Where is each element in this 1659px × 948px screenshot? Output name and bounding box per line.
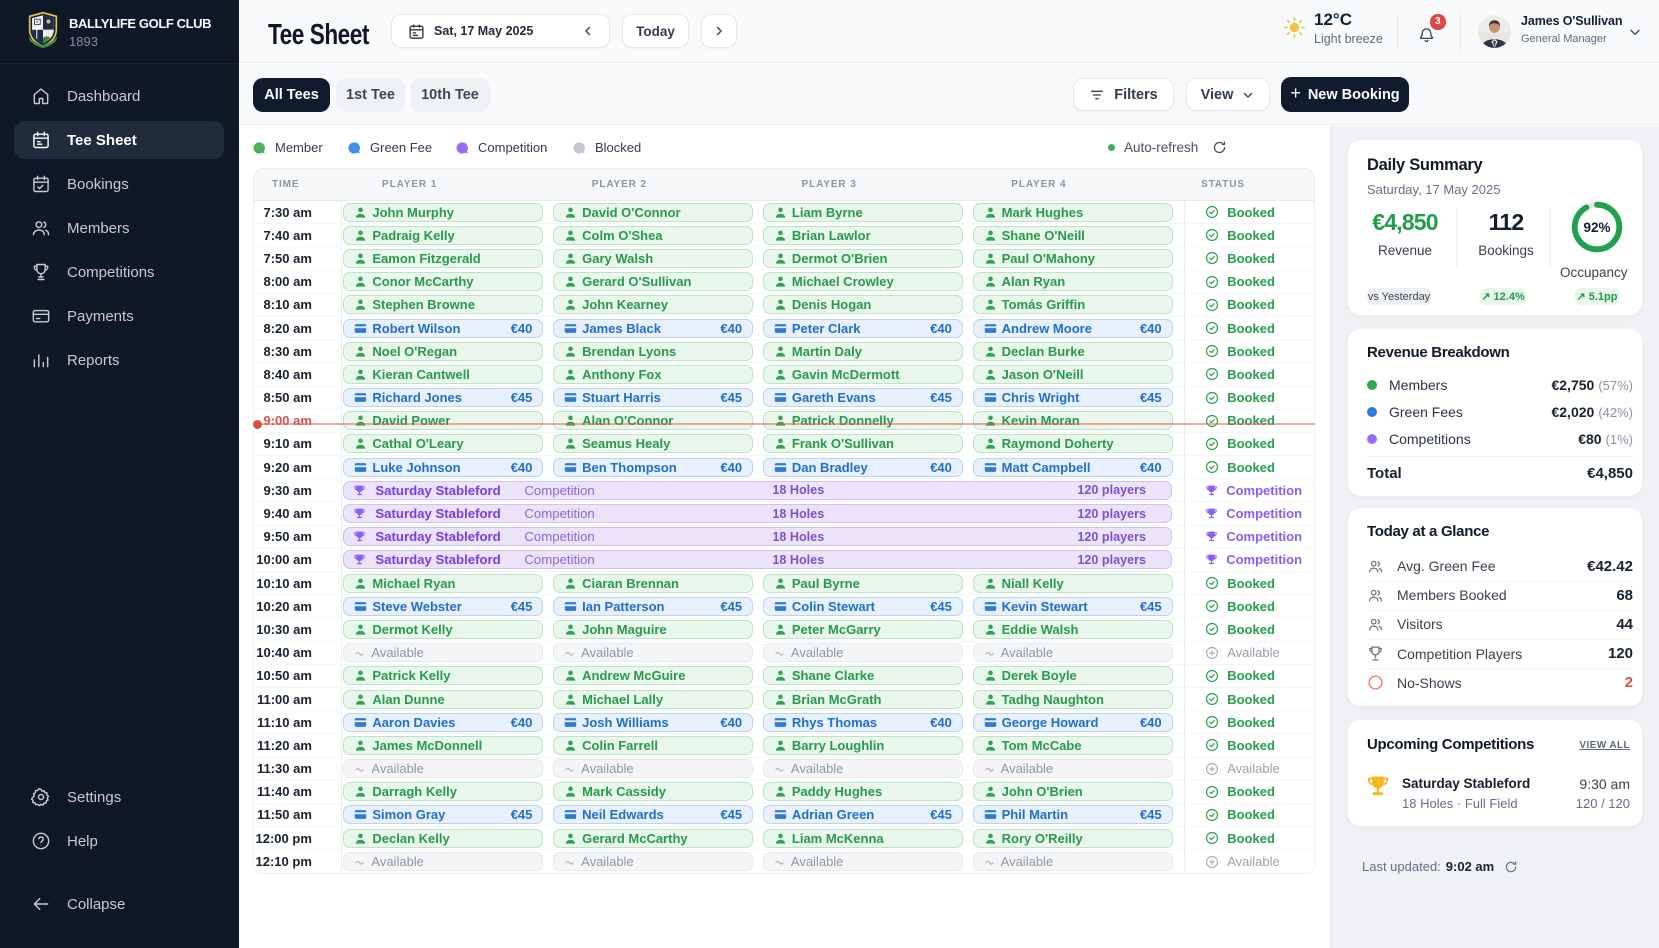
svg-text:92%: 92%	[1583, 220, 1610, 235]
